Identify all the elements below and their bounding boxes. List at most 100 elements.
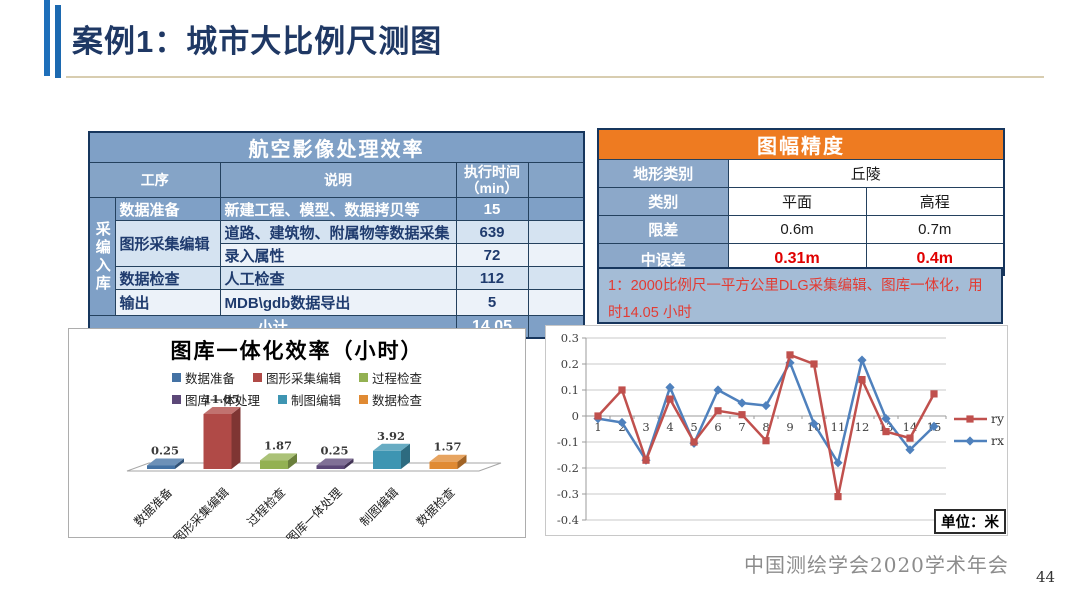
line-chart-panel: 0.30.20.10-0.1-0.2-0.3-0.412345678910111… (545, 325, 1008, 536)
cell-empty (527, 197, 585, 221)
svg-text:0: 0 (572, 409, 579, 423)
svg-text:-0.3: -0.3 (557, 487, 579, 501)
legend-swatch (277, 395, 287, 404)
legend-row: 数据准备 图形采集编辑 过程检查 (69, 368, 525, 387)
svg-text:制图编辑: 制图编辑 (357, 485, 402, 530)
svg-text:图形采集编辑: 图形采集编辑 (170, 485, 232, 539)
svg-text:3.92: 3.92 (377, 429, 405, 443)
cell-process: 数据检查 (114, 266, 221, 290)
note-box: 1：2000比例尺一平方公里DLG采集编辑、图库一体化，用时14.05 小时 (597, 267, 1003, 324)
svg-text:4: 4 (666, 420, 673, 434)
cell-time: 112 (455, 266, 529, 290)
cell-description: MDB\gdb数据导出 (219, 289, 457, 316)
tolerance-label: 限差 (597, 215, 729, 244)
table-row: 图形采集编辑 道路、建筑物、附属物等数据采集 639 (89, 220, 585, 267)
unit-label-box: 单位：米 (934, 509, 1006, 534)
svg-text:12: 12 (855, 420, 870, 434)
cell-empty (527, 243, 585, 267)
svg-text:0.2: 0.2 (561, 357, 579, 371)
table-header-row: 工序 说明 执行时间 （min） (88, 162, 585, 198)
legend-swatch (171, 395, 181, 404)
title-underline (66, 76, 1044, 78)
svg-text:-0.4: -0.4 (557, 513, 579, 527)
page-title: 案例1：城市大比例尺测图 (72, 24, 443, 59)
svg-text:数据准备: 数据准备 (131, 485, 176, 530)
legend-item: 数据检查 (359, 390, 422, 409)
table-title-row: 航空影像处理效率 (88, 131, 585, 163)
tolerance-height: 0.7m (865, 215, 1005, 244)
table-row: 数据检查 人工检查 112 (89, 266, 585, 290)
svg-text:rx: rx (991, 433, 1004, 448)
table-row: 限差 0.6m 0.7m (597, 215, 1005, 244)
svg-text:1.57: 1.57 (433, 440, 461, 454)
header-empty (527, 162, 585, 198)
svg-text:图库一体处理: 图库一体处理 (283, 485, 345, 539)
table-row: 地形类别 丘陵 (597, 159, 1005, 188)
footer-conference-name: 中国测绘学会2020学术年会 (744, 553, 1009, 577)
cell-process: 图形采集编辑 (114, 220, 221, 267)
header-time: 执行时间 （min） (455, 162, 529, 198)
table-row: 输出 MDB\gdb数据导出 5 (89, 289, 585, 316)
legend-item: 过程检查 (359, 368, 422, 387)
svg-text:1: 1 (594, 420, 601, 434)
legend-swatch (359, 395, 368, 404)
aerial-processing-efficiency-table: 航空影像处理效率 工序 说明 执行时间 （min） 采编入库 数据准备 新建工程、… (88, 131, 586, 339)
legend-item: 图形采集编辑 (252, 368, 341, 387)
legend-item: 制图编辑 (277, 390, 341, 409)
svg-text:0.25: 0.25 (151, 444, 179, 458)
cell-process: 输出 (114, 289, 221, 316)
legend-swatch (359, 373, 368, 382)
bar-chart-panel: 图库一体化效率（小时） 数据准备 图形采集编辑 过程检查 图库一体处理 制图编辑 数据检… (68, 328, 526, 539)
cell-description: 人工检查 (219, 266, 457, 290)
page-number: 44 (1036, 568, 1056, 586)
line-chart-plot: 0.30.20.10-0.1-0.2-0.3-0.412345678910111… (557, 331, 1005, 527)
right-table-title: 图幅精度 (597, 128, 1005, 160)
terrain-value: 丘陵 (727, 159, 1005, 188)
header-process: 工序 (88, 162, 221, 198)
legend-swatch (252, 373, 262, 382)
title-accent-bar-right (55, 5, 61, 78)
category-height: 高程 (865, 187, 1005, 216)
category-plane: 平面 (727, 187, 867, 216)
svg-text:7: 7 (738, 420, 745, 434)
cell-time: 5 (455, 289, 529, 316)
legend-item: 数据准备 (171, 368, 235, 387)
svg-text:0.25: 0.25 (320, 444, 348, 458)
svg-text:6: 6 (714, 420, 721, 434)
svg-text:3: 3 (642, 420, 649, 434)
title-accent-bar-left (44, 0, 50, 76)
table-row: 录入属性 72 (89, 243, 585, 267)
svg-text:0.1: 0.1 (561, 383, 579, 397)
svg-text:-0.1: -0.1 (557, 435, 579, 449)
cell-time: 72 (455, 243, 529, 267)
svg-text:11: 11 (831, 420, 846, 434)
cell-empty (527, 289, 585, 316)
svg-text:数据检查: 数据检查 (413, 485, 458, 530)
svg-text:9: 9 (786, 420, 793, 434)
legend-row: 图库一体处理 制图编辑 数据检查 (69, 390, 525, 409)
cell-time: 639 (455, 220, 529, 244)
map-accuracy-table: 图幅精度 地形类别 丘陵 类别 平面 高程 限差 0.6m 0.7m 中误差 0… (597, 128, 1006, 276)
svg-text:8: 8 (762, 420, 769, 434)
group-label-vertical: 采编入库 (88, 197, 116, 316)
left-table-title: 航空影像处理效率 (88, 131, 585, 163)
legend-item: 图库一体处理 (171, 390, 260, 409)
table-title-row: 图幅精度 (597, 128, 1005, 160)
terrain-label: 地形类别 (597, 159, 729, 188)
cell-time: 15 (455, 197, 529, 221)
svg-text:过程检查: 过程检查 (244, 485, 289, 530)
cell-empty (527, 266, 585, 290)
cell-empty (527, 220, 585, 244)
bar-chart-title: 图库一体化效率（小时） (170, 338, 424, 363)
svg-text:-0.2: -0.2 (557, 461, 579, 475)
tolerance-plane: 0.6m (727, 215, 867, 244)
cell-description: 新建工程、模型、数据拷贝等 (219, 197, 457, 221)
svg-text:11.85: 11.85 (203, 392, 239, 406)
bar-chart-legend: 数据准备 图形采集编辑 过程检查 图库一体处理 制图编辑 数据检查 (69, 368, 525, 409)
cell-description: 道路、建筑物、附属物等数据采集 (219, 220, 457, 244)
header-description: 说明 (219, 162, 457, 198)
category-label: 类别 (597, 187, 729, 216)
svg-text:1.87: 1.87 (264, 438, 292, 452)
svg-text:0.3: 0.3 (561, 331, 579, 345)
bar-chart-plot: 0.25 数据准备 11.85 图形采集编辑 1.87 过程检查 0.25 图库一体处理 3.9… (126, 392, 502, 539)
